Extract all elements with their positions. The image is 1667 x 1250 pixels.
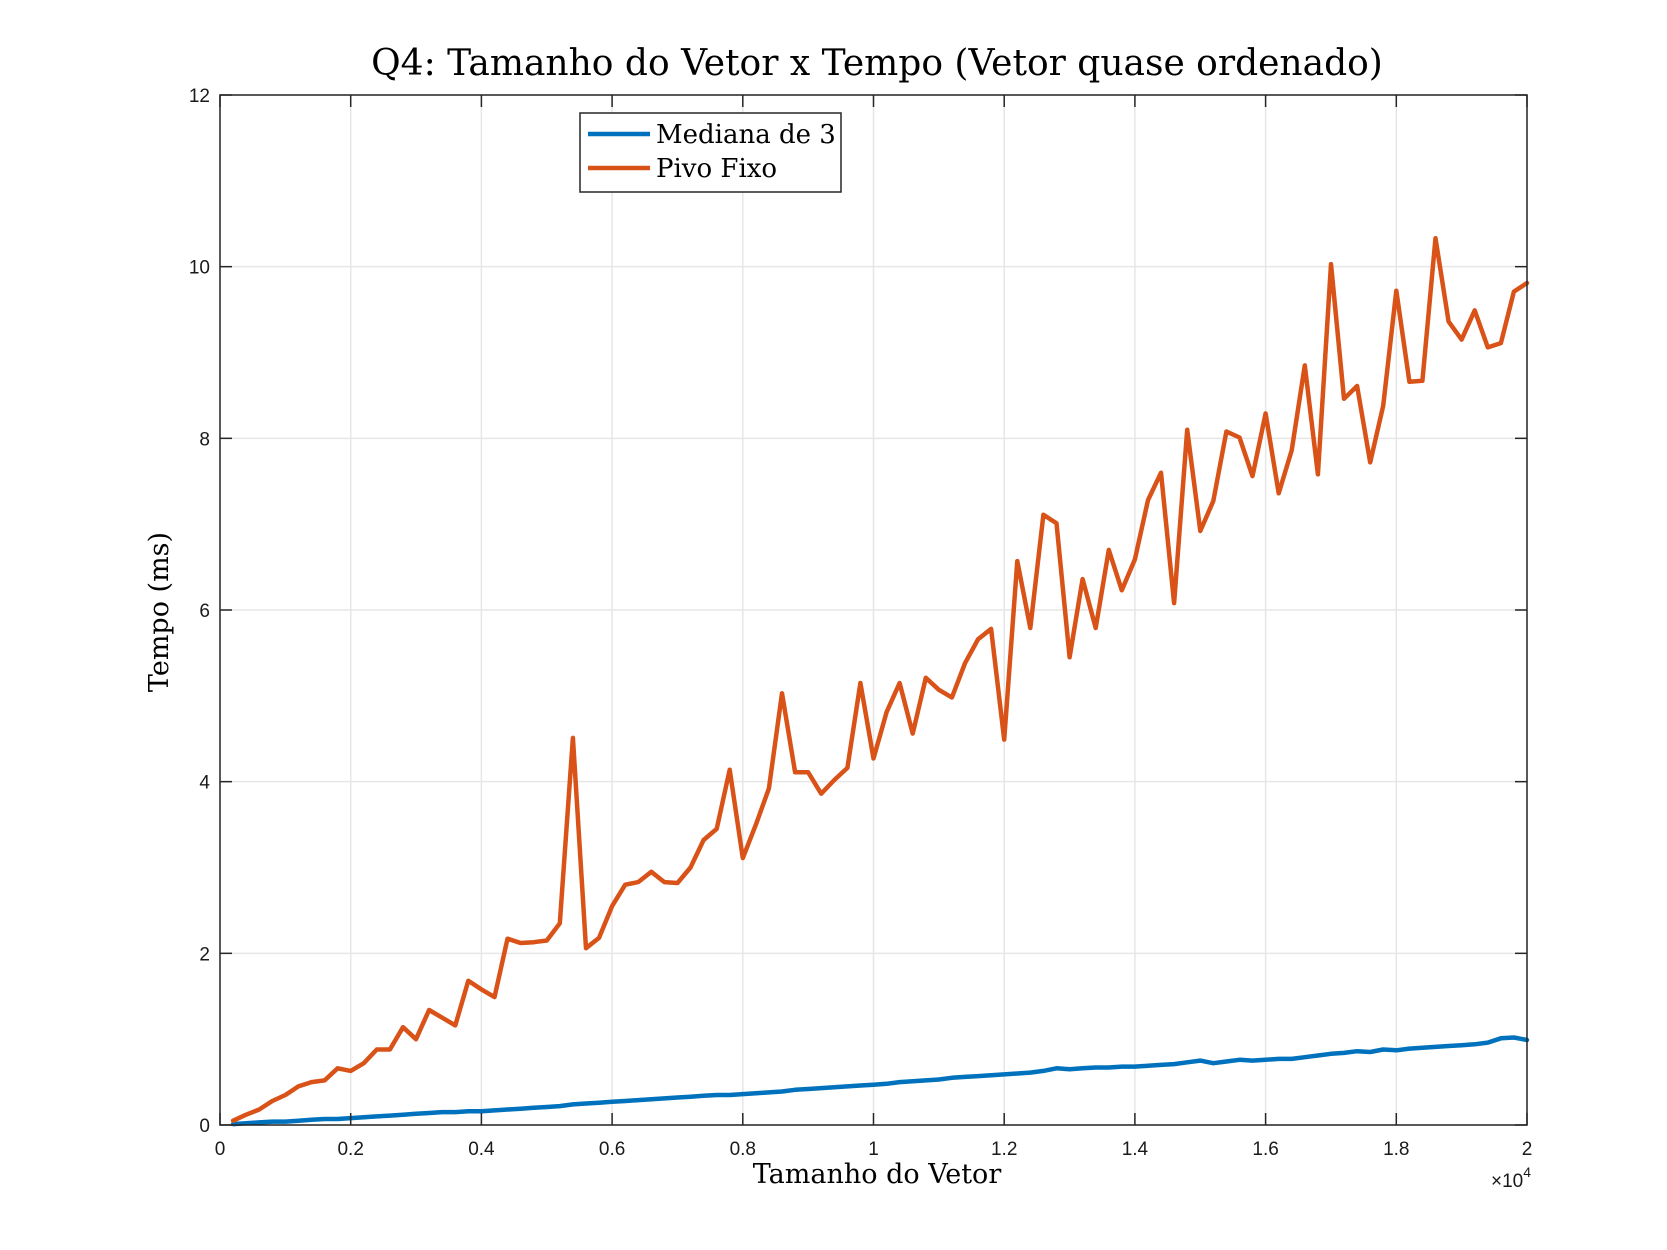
series-line-mediana-de-3 bbox=[230, 1035, 1530, 1127]
legend: Mediana de 3 Pivo Fixo bbox=[579, 112, 842, 193]
x-axis-exponent-base: ×10 bbox=[1491, 1171, 1523, 1192]
legend-label-pivo-fixo: Pivo Fixo bbox=[656, 154, 777, 184]
x-tick-label: 0.8 bbox=[730, 1139, 756, 1160]
x-tick-label: 0 bbox=[215, 1139, 226, 1160]
y-tick-label: 2 bbox=[199, 944, 210, 965]
x-axis-label: Tamanho do Vetor bbox=[753, 1159, 1002, 1190]
x-tick-labels: 0 0.2 0.4 0.6 0.8 1 1.2 1.4 1.6 1.8 2 bbox=[215, 1139, 1533, 1160]
x-axis-exponent-power: 4 bbox=[1523, 1164, 1531, 1180]
x-tick-label: 0.4 bbox=[468, 1139, 495, 1160]
x-tick-label: 1.6 bbox=[1252, 1139, 1278, 1160]
x-tick-label: 0.6 bbox=[599, 1139, 625, 1160]
y-tick-label: 8 bbox=[199, 429, 210, 450]
x-tick-label: 1.4 bbox=[1122, 1139, 1149, 1160]
x-axis-exponent: ×104 bbox=[1491, 1164, 1531, 1192]
chart-title: Q4: Tamanho do Vetor x Tempo (Vetor quas… bbox=[371, 43, 1383, 84]
series-line-pivo-fixo bbox=[230, 236, 1530, 1123]
y-tick-label: 6 bbox=[199, 601, 210, 622]
y-axis-label: Tempo (ms) bbox=[144, 532, 175, 692]
y-tick-label: 10 bbox=[189, 258, 210, 279]
y-tick-label: 0 bbox=[199, 1116, 210, 1137]
x-tick-label: 1.8 bbox=[1383, 1139, 1409, 1160]
y-tick-label: 4 bbox=[199, 773, 210, 794]
x-tick-label: 0.2 bbox=[337, 1139, 363, 1160]
series-layer bbox=[230, 236, 1530, 1127]
y-tick-labels: 0 2 4 6 8 10 12 bbox=[189, 86, 211, 1137]
x-tick-label: 1 bbox=[868, 1139, 879, 1160]
y-tick-label: 12 bbox=[189, 86, 210, 107]
legend-label-mediana: Mediana de 3 bbox=[656, 120, 836, 150]
x-tick-label: 1.2 bbox=[991, 1139, 1017, 1160]
x-tick-label: 2 bbox=[1522, 1139, 1533, 1160]
axis-ticks bbox=[219, 94, 1528, 1126]
legend-box bbox=[579, 112, 842, 193]
